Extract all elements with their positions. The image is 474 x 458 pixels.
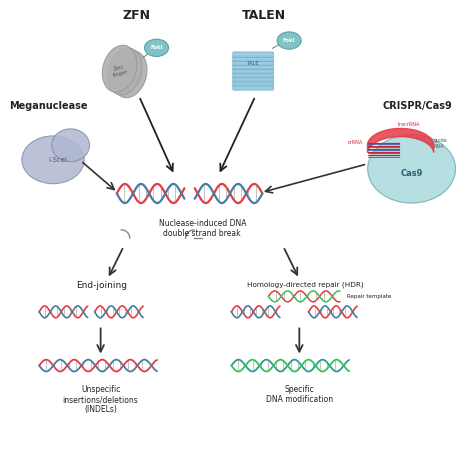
Ellipse shape bbox=[112, 51, 147, 98]
Text: CRISPR/Cas9: CRISPR/Cas9 bbox=[383, 101, 452, 111]
FancyBboxPatch shape bbox=[233, 52, 273, 57]
FancyBboxPatch shape bbox=[233, 81, 273, 86]
Text: crRNA: crRNA bbox=[348, 140, 363, 145]
Text: RNA: RNA bbox=[434, 144, 444, 149]
Text: FokI: FokI bbox=[150, 45, 163, 50]
Text: Specific
DNA modification: Specific DNA modification bbox=[266, 385, 333, 404]
Ellipse shape bbox=[52, 129, 90, 162]
Text: Cas9: Cas9 bbox=[401, 169, 423, 178]
Ellipse shape bbox=[368, 135, 456, 203]
FancyBboxPatch shape bbox=[233, 76, 273, 82]
Ellipse shape bbox=[277, 32, 301, 49]
Text: tracrRNA: tracrRNA bbox=[398, 121, 420, 126]
Ellipse shape bbox=[22, 136, 84, 184]
Text: I-SceI: I-SceI bbox=[48, 157, 67, 163]
FancyBboxPatch shape bbox=[233, 72, 273, 78]
Ellipse shape bbox=[108, 48, 142, 95]
Text: guide: guide bbox=[434, 138, 447, 143]
Text: TALEN: TALEN bbox=[242, 10, 286, 22]
Text: ZFN: ZFN bbox=[122, 10, 150, 22]
Text: Zinc
finger: Zinc finger bbox=[110, 63, 128, 78]
FancyBboxPatch shape bbox=[233, 85, 273, 90]
Text: Repair template: Repair template bbox=[347, 294, 392, 299]
Text: Nuclease-induced DNA
double strand break: Nuclease-induced DNA double strand break bbox=[158, 219, 246, 238]
Text: Meganuclease: Meganuclease bbox=[9, 101, 88, 111]
Ellipse shape bbox=[145, 39, 169, 56]
Ellipse shape bbox=[102, 45, 137, 92]
Text: TALE: TALE bbox=[247, 61, 259, 66]
FancyBboxPatch shape bbox=[233, 68, 273, 74]
FancyBboxPatch shape bbox=[233, 60, 273, 65]
Text: End-joining: End-joining bbox=[76, 281, 128, 290]
Text: FokI: FokI bbox=[283, 38, 295, 43]
Text: Homology-directed repair (HDR): Homology-directed repair (HDR) bbox=[247, 281, 364, 288]
FancyBboxPatch shape bbox=[233, 64, 273, 70]
Text: Unspecific
insertions/deletions
(INDELs): Unspecific insertions/deletions (INDELs) bbox=[63, 385, 138, 414]
FancyBboxPatch shape bbox=[233, 56, 273, 61]
